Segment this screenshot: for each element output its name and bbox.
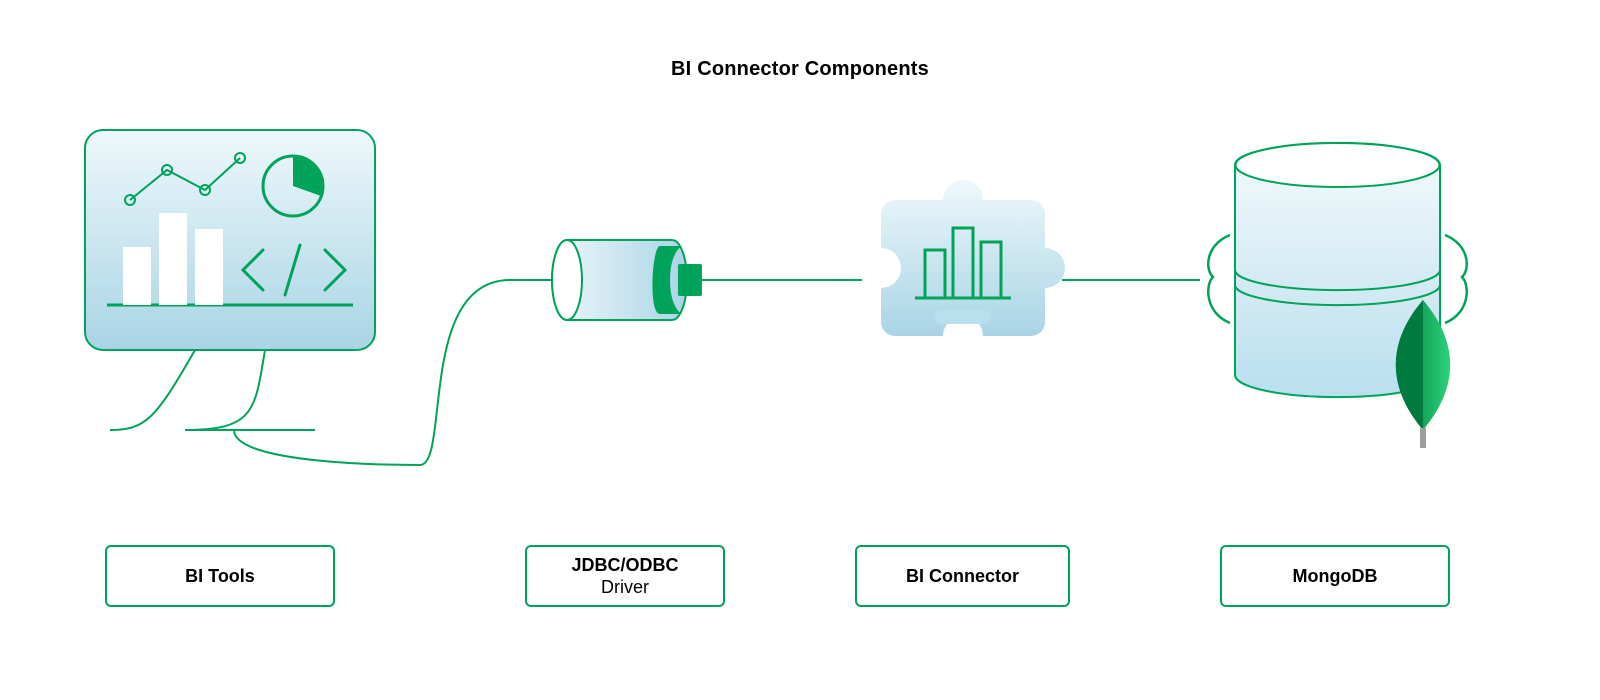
label-bi-tools: BI Tools [105,545,335,607]
label-driver-text: JDBC/ODBC Driver [571,554,678,599]
driver-icon [552,240,702,320]
bi-connector-icon [881,180,1065,336]
label-bi-connector-text: BI Connector [906,565,1019,588]
label-mongodb-text: MongoDB [1293,565,1378,588]
label-bi-tools-text: BI Tools [185,565,255,588]
label-driver: JDBC/ODBC Driver [525,545,725,607]
label-mongodb: MongoDB [1220,545,1450,607]
edges [234,280,1200,465]
mongodb-icon [1208,143,1466,448]
label-bi-connector: BI Connector [855,545,1070,607]
bi-tools-icon [85,130,375,430]
